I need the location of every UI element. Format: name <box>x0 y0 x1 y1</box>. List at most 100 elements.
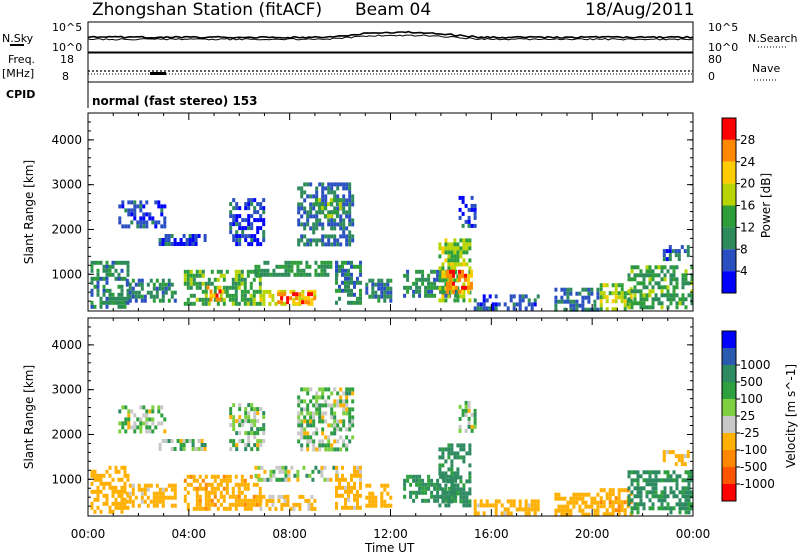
vel-cell <box>127 421 131 426</box>
vel-cell <box>441 491 445 496</box>
vel-cell <box>617 492 621 497</box>
power-cell <box>386 290 390 295</box>
power-cell <box>456 278 460 283</box>
power-cell <box>192 277 196 282</box>
power-cell <box>99 296 103 301</box>
vel-cell <box>473 503 477 508</box>
power-cell <box>315 218 319 223</box>
vel-cell <box>309 435 313 440</box>
power-cell <box>341 288 344 293</box>
power-cell <box>336 186 340 191</box>
power-cell <box>312 206 316 211</box>
vel-cell <box>351 423 355 428</box>
vel-cell <box>260 465 264 470</box>
vel-cell <box>645 478 649 483</box>
vel-cell <box>341 473 344 478</box>
vel-cell <box>356 493 359 498</box>
power-cell <box>356 264 359 269</box>
vel-cell <box>111 493 115 498</box>
power-cell <box>371 290 375 295</box>
power-cell <box>336 222 340 227</box>
vel-cell <box>278 469 282 474</box>
vel-cell <box>151 421 155 426</box>
power-cell <box>96 272 100 277</box>
power-cell <box>314 260 318 265</box>
power-cell <box>258 277 262 282</box>
vel-cell <box>623 512 627 517</box>
vel-cell <box>269 469 273 474</box>
power-cell <box>444 274 448 279</box>
power-cell <box>114 296 118 301</box>
power-cell <box>155 290 159 295</box>
vel-cell <box>286 502 290 507</box>
power-cell <box>188 238 192 242</box>
vel-cell <box>305 473 309 478</box>
vel-cell <box>668 450 672 455</box>
power-cell <box>201 281 205 286</box>
power-cell <box>441 250 445 255</box>
vel-cell <box>627 494 631 499</box>
power-cell <box>642 301 646 306</box>
vel-cell <box>444 459 448 464</box>
power-cell <box>449 281 452 286</box>
power-cell <box>342 234 346 239</box>
power-cell <box>461 195 465 200</box>
vel-cell <box>462 495 466 500</box>
power-cell <box>566 287 570 292</box>
power-cell <box>324 242 328 247</box>
power-cell <box>306 194 310 199</box>
power-cell <box>96 260 100 265</box>
vel-cell <box>238 431 242 436</box>
power-cell <box>321 198 325 203</box>
vel-cell <box>464 408 468 413</box>
vel-cell <box>262 415 266 420</box>
power-cell <box>324 198 328 203</box>
vel-cell <box>636 470 640 475</box>
power-cell <box>473 223 477 228</box>
power-cell <box>636 273 640 278</box>
vel-cell <box>342 411 346 416</box>
power-cell <box>183 269 187 274</box>
vel-cell <box>436 494 440 499</box>
vel-cell <box>306 419 310 424</box>
power-cell <box>323 272 327 277</box>
power-cell <box>300 222 304 227</box>
vel-cell <box>250 431 254 436</box>
power-cell <box>198 297 202 302</box>
power-cell <box>303 198 307 203</box>
vel-cell <box>195 506 199 511</box>
vel-cell <box>687 506 691 511</box>
power-cell <box>240 289 244 294</box>
power-cell <box>445 277 449 282</box>
vel-cell <box>315 399 319 404</box>
vel-cell <box>262 439 266 444</box>
vel-cell <box>321 391 325 396</box>
vel-cell <box>260 477 264 482</box>
power-cell <box>651 297 655 302</box>
vel-cell <box>216 498 220 503</box>
vel-cell <box>554 512 558 517</box>
vel-cell <box>105 469 109 474</box>
vel-cell <box>210 502 214 507</box>
vel-cell <box>247 439 251 444</box>
power-cell <box>351 194 355 199</box>
power-cell <box>266 268 270 273</box>
power-cell <box>283 292 287 297</box>
power-cell <box>433 285 437 290</box>
power-cell <box>278 264 282 269</box>
power-cell <box>458 195 462 200</box>
power-cell <box>512 306 516 311</box>
vel-cell <box>427 498 431 503</box>
power-cell <box>380 286 384 291</box>
colorbar-swatch <box>722 249 736 272</box>
power-cell <box>467 277 470 282</box>
power-cell <box>207 297 211 302</box>
vel-cell <box>512 499 516 504</box>
vel-cell <box>462 447 466 452</box>
vel-cell <box>333 415 337 420</box>
power-cell <box>444 298 448 303</box>
vel-cell <box>468 471 472 476</box>
power-cell <box>636 289 640 294</box>
vel-cell <box>148 429 152 434</box>
power-cell <box>663 285 667 290</box>
